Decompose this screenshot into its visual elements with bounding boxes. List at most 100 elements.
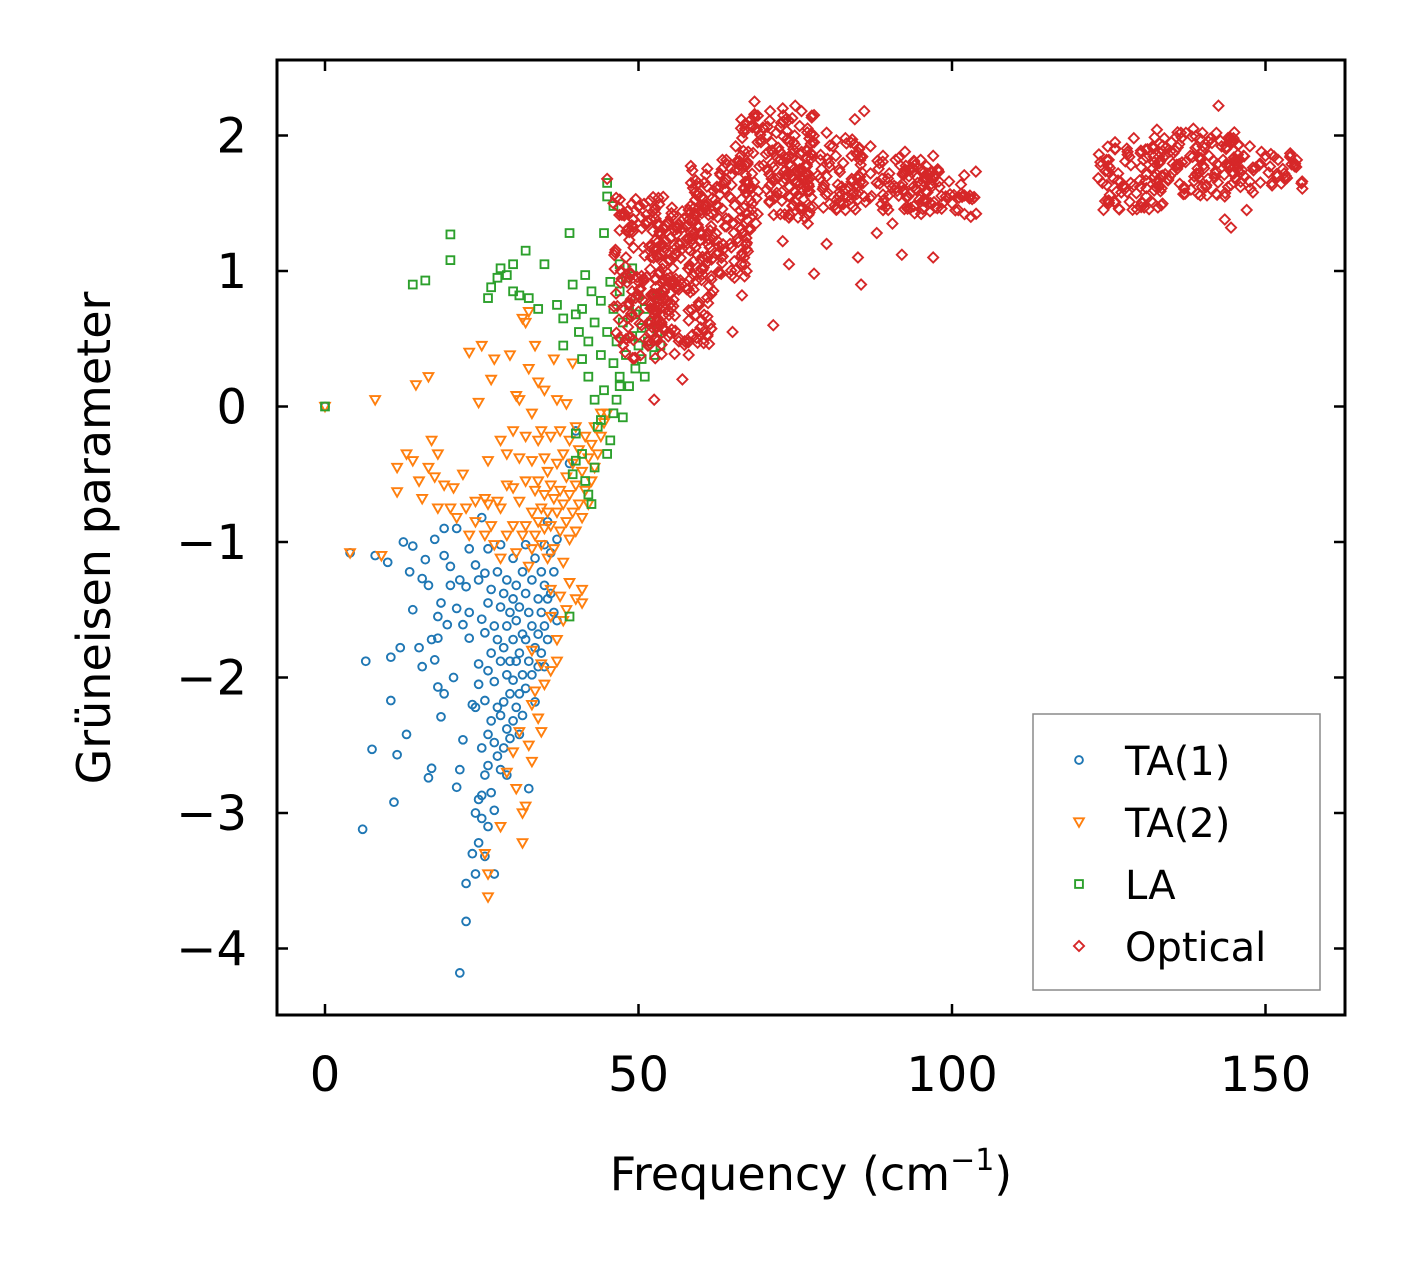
point-ta1 (492, 702, 503, 713)
point-ta1 (395, 642, 406, 653)
point-optical (715, 256, 729, 270)
point-ta1 (523, 783, 534, 794)
point-ta2 (390, 462, 404, 475)
point-optical (921, 186, 934, 199)
legend-marker-ta1 (1074, 755, 1084, 765)
point-optical (695, 199, 709, 213)
point-ta1 (501, 669, 512, 680)
point-ta1 (527, 575, 537, 585)
point-optical (933, 180, 946, 194)
legend-label-ta2: TA(2) (1124, 801, 1230, 847)
point-optical (652, 191, 665, 205)
point-ta1 (436, 598, 446, 608)
point-optical (649, 201, 662, 215)
point-optical (1192, 171, 1206, 185)
point-ta2 (525, 507, 539, 519)
point-ta1 (433, 633, 443, 644)
point-optical (1102, 153, 1116, 167)
point-ta2 (528, 686, 542, 698)
point-optical (734, 121, 748, 135)
point-ta2 (531, 713, 545, 725)
point-ta2 (550, 458, 564, 471)
point-optical (1177, 180, 1191, 194)
point-optical (873, 177, 887, 191)
point-ta1 (360, 656, 371, 667)
point-ta1 (486, 716, 497, 726)
point-optical (1165, 135, 1178, 149)
point-ta2 (550, 395, 564, 407)
point-optical (850, 187, 864, 201)
point-optical (817, 180, 830, 194)
point-ta2 (462, 347, 476, 360)
point-la (570, 309, 581, 320)
point-optical (854, 158, 868, 172)
point-optical (805, 109, 819, 123)
point-ta2 (563, 489, 577, 502)
point-optical (720, 219, 733, 233)
point-optical (618, 345, 632, 359)
point-ta1 (429, 534, 440, 545)
point-optical (782, 135, 796, 149)
point-ta2 (544, 521, 558, 533)
point-optical (748, 95, 761, 109)
point-optical (694, 203, 708, 217)
point-optical (1099, 164, 1112, 178)
point-ta2 (575, 466, 589, 479)
point-ta1 (514, 688, 525, 699)
series-ta-2 (318, 307, 614, 904)
point-la (483, 293, 493, 303)
point-ta1 (520, 634, 531, 645)
point-ta1 (495, 656, 506, 667)
point-la (539, 259, 550, 270)
point-optical (710, 234, 724, 248)
point-ta1 (470, 702, 481, 713)
point-optical (1234, 175, 1248, 189)
point-optical (696, 191, 710, 204)
point-ta2 (531, 517, 545, 529)
point-ta1 (464, 607, 475, 618)
point-optical (901, 190, 915, 203)
point-ta1 (489, 805, 500, 816)
point-ta2 (512, 496, 526, 509)
point-ta1 (476, 743, 487, 753)
point-optical (1295, 176, 1308, 190)
point-optical (927, 171, 941, 184)
point-optical (626, 225, 640, 239)
point-la (486, 282, 497, 293)
point-optical (732, 158, 746, 172)
point-optical (647, 243, 661, 257)
point-ta2 (428, 472, 442, 484)
point-optical (640, 270, 653, 284)
point-optical (702, 337, 716, 351)
point-ta2 (481, 892, 495, 904)
point-optical (762, 194, 776, 208)
legend-label-ta1: TA(1) (1124, 739, 1230, 785)
point-optical (770, 126, 783, 140)
point-ta2 (468, 496, 482, 509)
point-optical (1156, 197, 1169, 211)
point-optical (675, 204, 689, 218)
point-optical (672, 283, 686, 297)
point-ta1 (542, 634, 553, 645)
point-optical (690, 331, 703, 345)
point-optical (655, 262, 669, 276)
point-optical (613, 223, 627, 237)
point-optical (733, 212, 747, 225)
legend-marker-la (1074, 879, 1084, 889)
point-optical (1124, 158, 1138, 172)
point-la (533, 304, 544, 314)
point-ta1 (417, 661, 428, 672)
point-optical (725, 268, 739, 282)
point-optical (610, 299, 624, 313)
point-optical (1139, 190, 1153, 203)
point-ta2 (550, 634, 564, 647)
point-la (577, 354, 587, 364)
point-optical (688, 185, 702, 199)
point-ta1 (385, 652, 396, 663)
point-optical (740, 213, 754, 226)
point-optical (700, 162, 714, 176)
point-optical (1183, 149, 1197, 163)
point-optical (734, 113, 748, 126)
point-ta2 (519, 801, 533, 814)
point-optical (700, 291, 714, 304)
